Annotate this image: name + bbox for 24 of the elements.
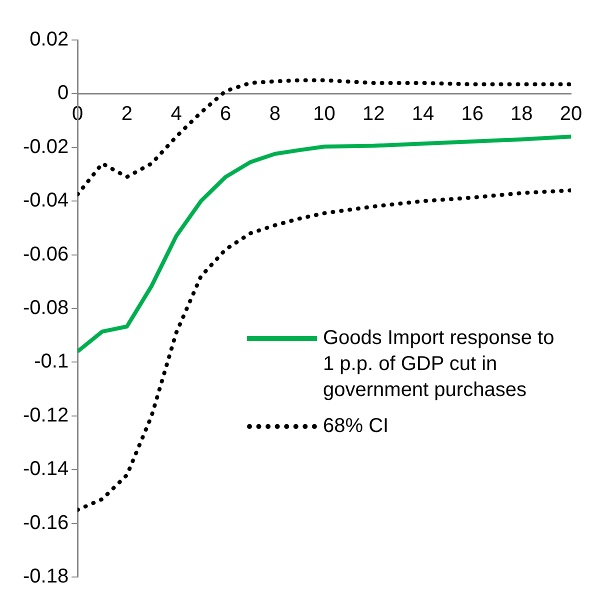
y-tick-label: -0.18 [22, 566, 69, 588]
y-tick-label: -0.04 [22, 190, 69, 212]
y-tick-label: -0.1 [34, 350, 69, 373]
x-tick-label: 2 [121, 103, 132, 126]
legend-label: Goods Import response to 1 p.p. of GDP cut in government purchases [323, 326, 556, 403]
legend-label: 68% CI [323, 414, 390, 439]
x-tick-label: 10 [313, 103, 336, 126]
x-tick-label: 6 [220, 103, 232, 126]
y-tick-label: 0 [57, 82, 69, 104]
y-tick-label: -0.08 [22, 297, 69, 320]
y-tick-label: -0.02 [22, 136, 69, 158]
y-tick-label: -0.14 [22, 458, 69, 480]
x-tick-label: 18 [510, 103, 533, 126]
x-tick-label: 20 [560, 103, 582, 126]
y-tick-label: 0.02 [30, 28, 69, 51]
x-tick-label: 8 [269, 103, 281, 126]
x-tick-label: 4 [170, 103, 182, 126]
line-series [78, 188, 571, 512]
x-tick-label: 12 [362, 103, 385, 126]
x-tick-label: 14 [412, 103, 434, 126]
x-tick-label: 16 [461, 103, 484, 126]
y-tick-label: -0.06 [22, 243, 69, 266]
y-tick-label: -0.12 [22, 404, 69, 426]
y-tick-label: -0.16 [22, 512, 69, 534]
